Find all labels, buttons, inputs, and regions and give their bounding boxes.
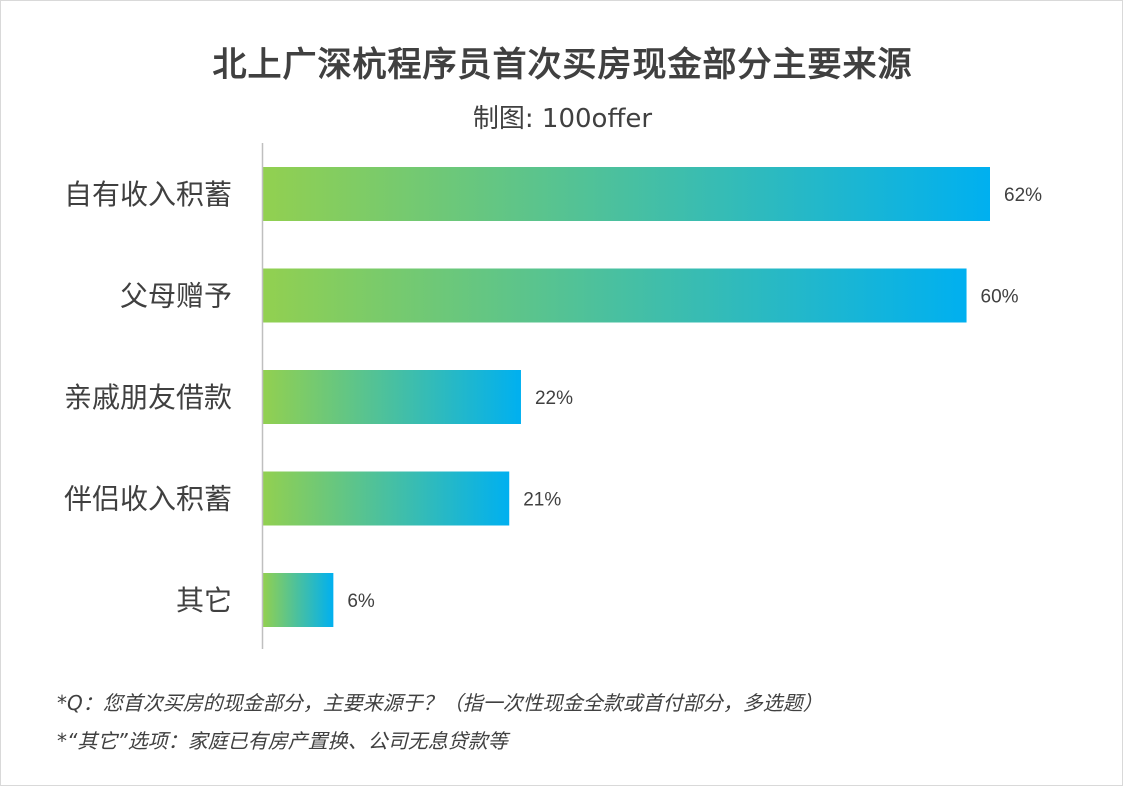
data-label: 60% xyxy=(981,287,1019,308)
data-label: 62% xyxy=(1004,185,1042,206)
footnote-question: *Q：您首次买房的现金部分，主要来源于？（指一次性现金全款或首付部分，多选题） xyxy=(57,691,823,715)
category-label: 亲戚朋友借款 xyxy=(64,381,232,414)
category-label: 自有收入积蓄 xyxy=(64,178,232,211)
bar xyxy=(263,471,510,526)
bar xyxy=(263,167,990,221)
chart-title: 北上广深杭程序员首次买房现金部分主要来源 xyxy=(212,45,913,85)
bar xyxy=(263,370,521,424)
footnote-other: *“其它”选项：家庭已有房产置换、公司无息贷款等 xyxy=(57,729,508,753)
data-label: 21% xyxy=(523,490,561,511)
bar-chart: 自有收入积蓄 62% 父母赠予 60% 亲戚朋友借款 22% 伴侣收入积蓄 21% 其它 6% xyxy=(64,143,1042,649)
data-label: 6% xyxy=(347,591,375,612)
data-label: 22% xyxy=(535,388,573,409)
category-label: 其它 xyxy=(176,584,232,617)
category-label: 伴侣收入积蓄 xyxy=(64,483,232,516)
chart-subtitle: 制图: 100offer xyxy=(472,104,653,134)
category-label: 父母赠予 xyxy=(120,280,232,313)
bar xyxy=(263,573,334,627)
bar xyxy=(263,268,967,323)
